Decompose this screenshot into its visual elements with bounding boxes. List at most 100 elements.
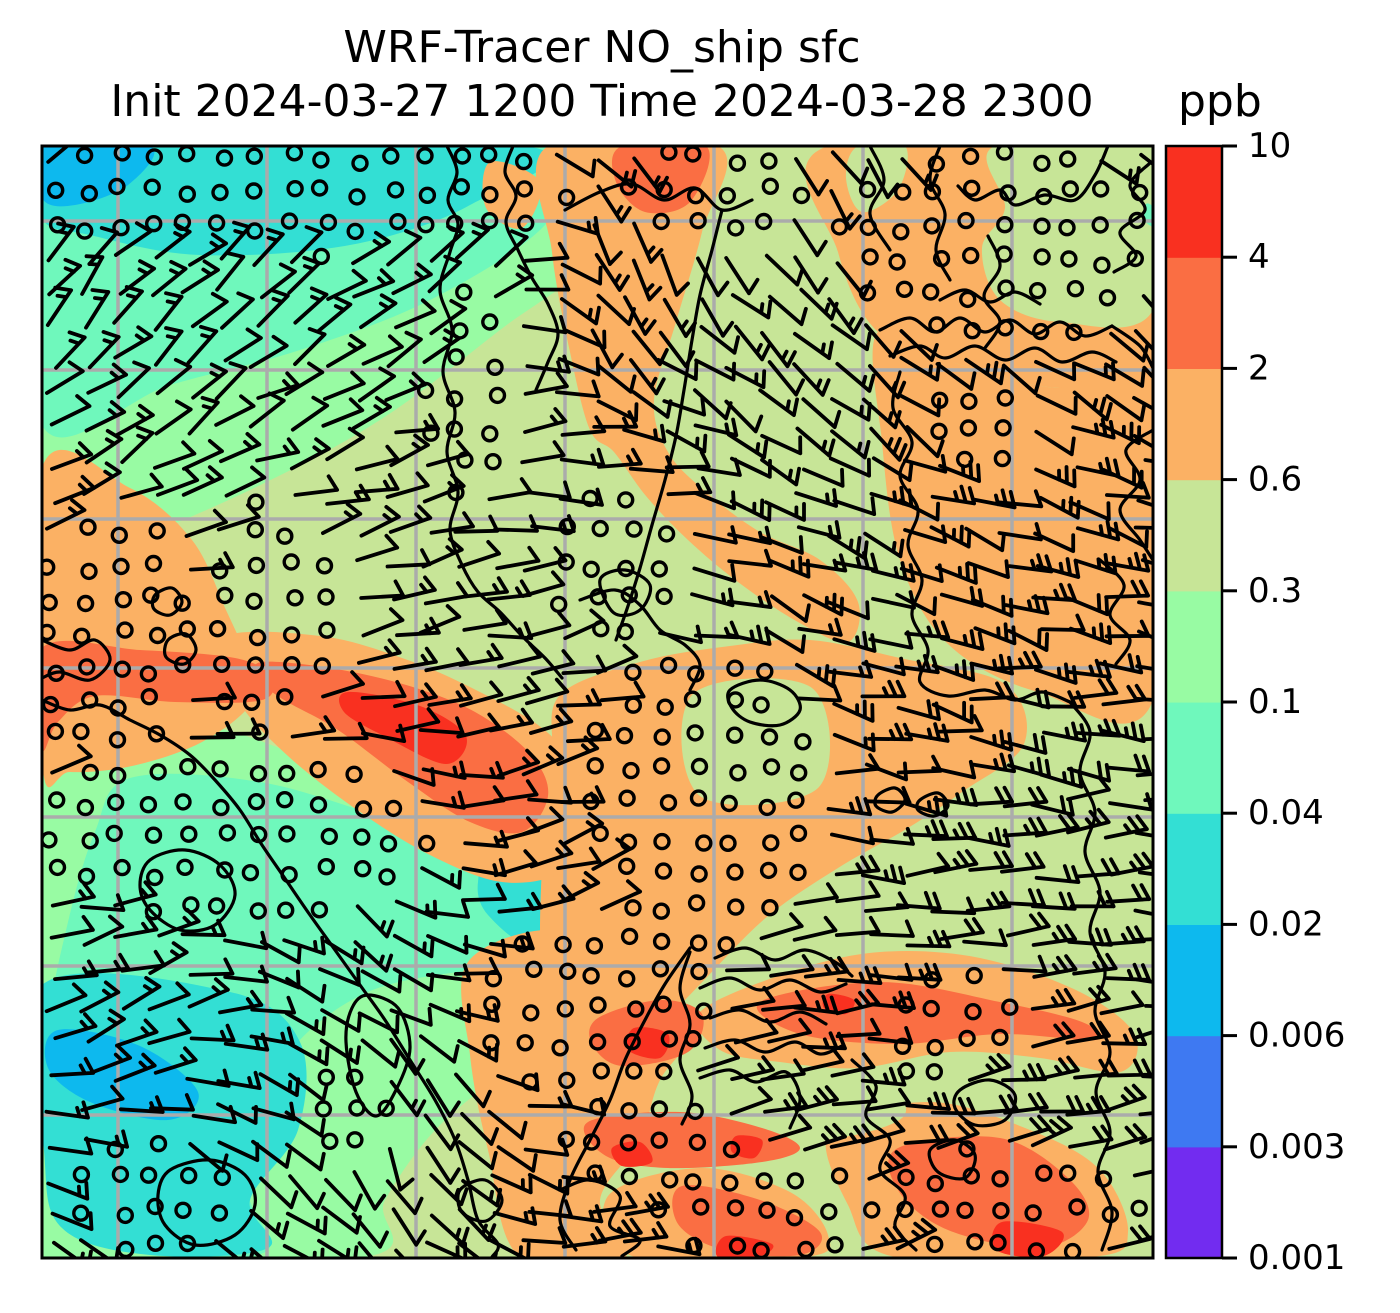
wind-barb [1141, 294, 1153, 310]
calm-wind-circle [995, 245, 1013, 263]
wind-barb [1100, 925, 1146, 947]
wind-barb [321, 502, 363, 535]
calm-wind-circle [654, 995, 672, 1013]
wind-barb [82, 461, 122, 496]
calm-wind-circle [923, 182, 942, 201]
calm-wind-circle [1091, 180, 1110, 198]
coastline [713, 946, 854, 978]
colorbar-segment [1166, 257, 1222, 369]
calm-wind-circle [309, 796, 328, 814]
wind-barb [392, 933, 435, 959]
wind-barb [632, 156, 669, 194]
wind-barb [970, 752, 1016, 774]
wind-barb [216, 503, 261, 532]
calm-wind-circle [215, 149, 234, 167]
wind-barb [321, 397, 365, 428]
calm-wind-circle [554, 935, 572, 954]
calm-wind-circle [655, 587, 673, 606]
calm-wind-circle [759, 861, 778, 880]
calm-wind-circle [559, 962, 577, 980]
wind-barb [726, 624, 772, 646]
wind-barb [455, 221, 490, 260]
calm-wind-circle [79, 518, 97, 536]
wind-barb [521, 806, 565, 837]
wind-barb [82, 914, 125, 947]
calm-wind-circle [826, 1236, 844, 1254]
wind-barb [84, 429, 124, 465]
calm-wind-circle [727, 898, 745, 916]
wind-barb [592, 410, 639, 429]
calm-wind-circle [785, 1208, 804, 1227]
wind-barb [660, 253, 690, 297]
calm-wind-circle [319, 213, 338, 232]
calm-wind-circle [317, 588, 335, 606]
wind-barb [496, 1145, 538, 1173]
calm-wind-circle [251, 723, 269, 741]
calm-wind-circle [652, 212, 670, 231]
wind-barb [1030, 795, 1075, 817]
calm-wind-circle [320, 827, 338, 846]
calm-wind-circle [42, 831, 58, 849]
wind-barb [628, 455, 675, 474]
calm-wind-circle [46, 722, 65, 741]
wind-barb [861, 397, 902, 430]
wind-barb [113, 914, 159, 939]
calm-wind-circle [620, 927, 639, 946]
wind-barb [555, 379, 601, 399]
wind-barb [792, 362, 831, 397]
calm-wind-circle [761, 177, 779, 196]
wind-barb [284, 1011, 327, 1036]
calm-wind-circle [445, 390, 464, 408]
wind-barb [391, 1207, 427, 1247]
wind-barb [733, 324, 772, 362]
calm-wind-circle [620, 1167, 639, 1186]
wind-barb [662, 297, 697, 338]
calm-wind-circle [212, 655, 231, 673]
calm-wind-circle [660, 146, 678, 161]
wind-barb [724, 256, 760, 296]
wind-barb [1075, 718, 1122, 738]
calm-wind-circle [786, 1172, 804, 1190]
calm-wind-circle [830, 218, 849, 236]
wind-barb [796, 683, 843, 703]
coastline [703, 1038, 844, 1056]
wind-barb [770, 594, 811, 623]
wind-barb [1141, 736, 1153, 742]
calm-wind-circle [964, 1003, 982, 1021]
wind-barb [930, 484, 976, 506]
wind-barb [1066, 984, 1111, 1013]
calm-wind-circle [582, 1133, 601, 1151]
calm-wind-circle [207, 214, 226, 232]
calm-wind-circle [761, 899, 779, 917]
calm-wind-circle [208, 620, 227, 638]
wind-barb [352, 268, 396, 299]
wind-barb [523, 241, 570, 263]
wind-barb [493, 264, 535, 299]
wind-barb [1105, 394, 1147, 423]
calm-wind-circle [146, 1197, 164, 1216]
wind-barb [866, 158, 900, 200]
wind-barb [632, 221, 664, 264]
calm-wind-circle [582, 560, 600, 578]
wind-barb [219, 432, 262, 464]
wind-barb [832, 496, 877, 516]
calm-wind-circle [589, 1097, 607, 1116]
wind-barb [79, 980, 121, 1014]
wind-barb [490, 1173, 533, 1195]
calm-wind-circle [922, 283, 940, 301]
calm-wind-circle [996, 389, 1014, 407]
wind-barb [1073, 361, 1116, 382]
wind-barb [50, 1211, 94, 1231]
wind-barb [188, 232, 228, 267]
wind-barb [87, 226, 119, 266]
calm-wind-circle [148, 626, 167, 645]
calm-wind-circle [1130, 1199, 1148, 1218]
wind-barb [835, 1017, 882, 1039]
wind-barb [1039, 766, 1084, 789]
wind-barb [760, 433, 803, 456]
calm-wind-circle [1024, 1204, 1042, 1222]
wind-barb [760, 331, 797, 369]
wind-barb [1072, 952, 1118, 976]
calm-wind-circle [956, 1201, 974, 1220]
